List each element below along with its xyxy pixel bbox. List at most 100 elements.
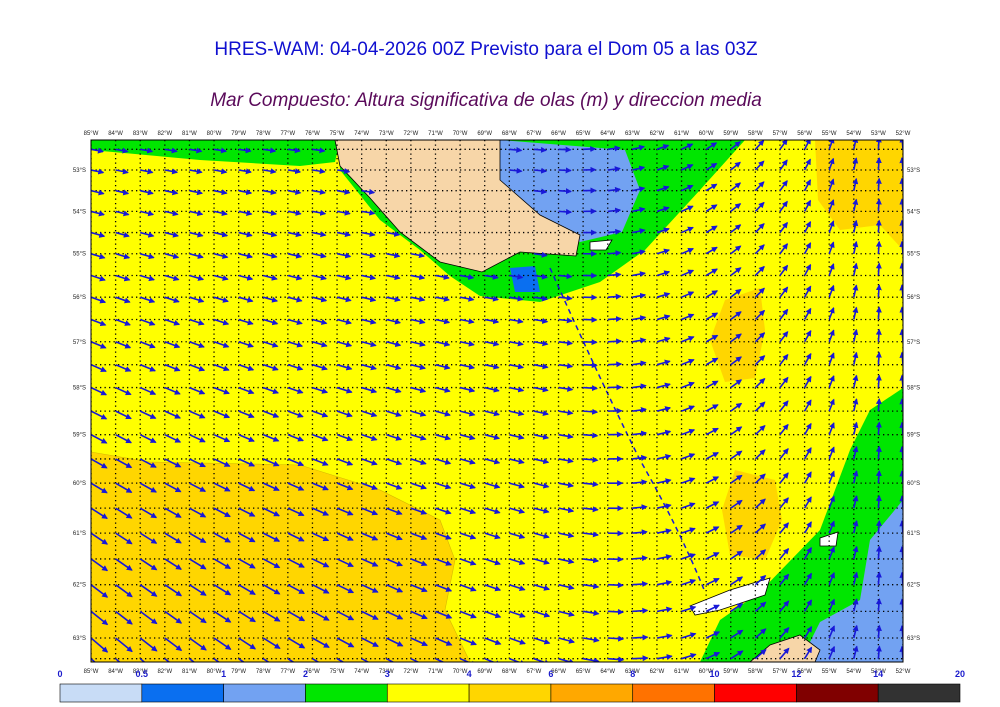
lon-label: 81°W: [182, 131, 197, 137]
arrow: [189, 363, 206, 372]
arrow: [607, 271, 622, 278]
arrow: [115, 458, 133, 469]
arrow: [361, 188, 376, 195]
arrow: [115, 558, 133, 571]
colorbar-box: [141, 683, 224, 703]
arrow: [558, 657, 576, 662]
arrow: [656, 654, 673, 660]
arrow: [91, 658, 96, 662]
arrow: [730, 161, 741, 171]
arrow: [213, 482, 231, 492]
lon-label: 56°W: [797, 131, 812, 137]
arrow: [287, 386, 304, 394]
arrow: [263, 147, 277, 154]
arrow: [875, 219, 882, 233]
lon-label: 56°W: [797, 669, 812, 675]
colorbar-label: 8: [630, 669, 635, 679]
arrow: [435, 340, 451, 347]
arrow: [115, 482, 133, 494]
arrow: [262, 507, 280, 517]
arrow: [730, 402, 743, 412]
arrow: [188, 610, 207, 624]
arrow: [287, 532, 305, 542]
arrow: [852, 421, 859, 435]
arrow: [828, 546, 835, 560]
arrow: [681, 335, 695, 343]
arrow: [139, 296, 156, 304]
arrow: [803, 375, 812, 388]
arrow: [336, 296, 352, 303]
arrow: [164, 558, 182, 570]
arrow: [361, 637, 379, 648]
arrow: [139, 252, 155, 260]
arrow: [189, 410, 206, 419]
arrow: [828, 470, 835, 484]
arrow: [730, 182, 742, 192]
arrow: [779, 647, 790, 660]
lat-label: 61°S: [907, 531, 920, 537]
arrow: [558, 273, 573, 280]
arrow: [533, 273, 548, 280]
arrow: [139, 410, 157, 419]
arrow: [213, 532, 232, 543]
island: [689, 577, 771, 616]
arrow: [386, 386, 402, 394]
arrow: [139, 558, 158, 571]
arrow: [91, 363, 107, 372]
arrow: [875, 571, 882, 585]
arrow: [164, 610, 183, 624]
arrow: [459, 340, 475, 347]
arrow: [779, 308, 789, 320]
arrow: [705, 225, 718, 234]
arrow: [459, 458, 476, 465]
arrow: [188, 658, 196, 662]
colorbar-label: 0: [57, 669, 62, 679]
arrow: [828, 422, 835, 435]
arrow: [779, 264, 789, 276]
arrow: [287, 231, 302, 238]
arrow: [803, 179, 812, 192]
arrow: [435, 657, 453, 662]
arrow: [681, 247, 694, 255]
arrow: [336, 386, 353, 394]
arrow: [238, 363, 255, 372]
arrow: [582, 610, 600, 616]
lon-label: 70°W: [453, 669, 468, 675]
arrow: [410, 318, 426, 325]
arrow: [91, 189, 105, 196]
arrow: [91, 231, 106, 238]
arrow: [656, 248, 671, 255]
arrow: [705, 246, 718, 255]
arrow: [164, 210, 179, 217]
title: HRES-WAM: 04-04-2026 00Z Previsto para e…: [214, 39, 758, 60]
arrow: [115, 341, 132, 349]
lat-label: 54°S: [73, 209, 86, 215]
arrow: [287, 637, 306, 649]
arrow: [435, 610, 453, 619]
arrow: [533, 558, 550, 565]
arrow: [139, 584, 158, 597]
arrow: [189, 532, 207, 544]
arrow: [484, 507, 501, 515]
lon-label: 67°W: [527, 669, 542, 675]
arrow: [140, 231, 155, 238]
arrow: [164, 584, 183, 597]
arrow: [238, 532, 256, 543]
arrow: [875, 177, 882, 191]
arrow: [336, 341, 353, 348]
arrow: [632, 479, 648, 486]
arrow: [287, 433, 304, 442]
arrow: [410, 583, 428, 593]
arrow: [115, 584, 133, 598]
arrow: [558, 295, 573, 302]
arrow: [385, 532, 403, 541]
arrow: [754, 401, 766, 412]
arrow: [164, 168, 179, 175]
arrow: [852, 140, 859, 150]
arrow: [262, 363, 279, 371]
arrow: [754, 523, 766, 534]
arrow: [754, 332, 766, 343]
arrow: [656, 429, 672, 436]
arrow: [875, 397, 882, 412]
arrow: [509, 295, 524, 302]
